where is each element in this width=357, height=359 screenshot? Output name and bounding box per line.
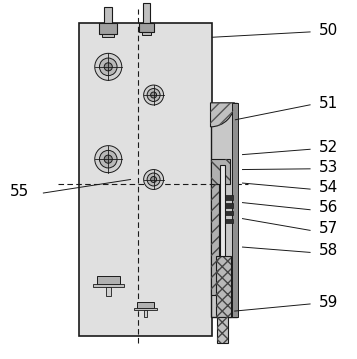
Bar (225, 195, 233, 200)
Wedge shape (211, 103, 235, 127)
Bar (99, 23, 117, 34)
Text: 54: 54 (319, 180, 338, 195)
Bar (144, 310, 147, 317)
Bar (232, 103, 238, 317)
Bar (216, 256, 231, 317)
Bar (211, 103, 237, 317)
Text: 57: 57 (319, 221, 338, 236)
Bar (141, 32, 151, 34)
Bar (142, 4, 150, 23)
Bar (211, 184, 218, 295)
Circle shape (147, 89, 160, 102)
Bar (79, 23, 212, 336)
Circle shape (151, 177, 157, 182)
Text: 52: 52 (319, 140, 338, 155)
Bar (211, 159, 230, 184)
Circle shape (100, 150, 117, 168)
Bar (225, 211, 233, 215)
Circle shape (95, 53, 122, 80)
Bar (137, 302, 155, 308)
Bar (216, 256, 231, 317)
Text: 51: 51 (319, 95, 338, 111)
Circle shape (104, 63, 112, 71)
Bar (104, 7, 112, 23)
Bar (225, 203, 233, 208)
Bar (217, 317, 228, 343)
Text: 56: 56 (319, 200, 338, 215)
Bar (102, 34, 115, 37)
Bar (211, 184, 218, 295)
Bar (106, 287, 111, 297)
Circle shape (100, 58, 117, 76)
Text: 55: 55 (10, 185, 29, 200)
Circle shape (147, 173, 160, 186)
Bar (134, 308, 157, 310)
Bar (93, 284, 124, 287)
Text: 53: 53 (319, 159, 338, 174)
Text: 59: 59 (319, 295, 338, 310)
Circle shape (144, 85, 164, 105)
Text: 58: 58 (319, 243, 338, 258)
Circle shape (104, 155, 112, 163)
Bar (139, 23, 154, 32)
Circle shape (95, 146, 122, 173)
Bar (225, 219, 233, 223)
Text: 50: 50 (319, 23, 338, 38)
Bar (211, 159, 230, 184)
Circle shape (151, 92, 157, 98)
Bar (96, 276, 120, 284)
Bar (220, 165, 225, 256)
Bar (217, 317, 228, 343)
Circle shape (144, 169, 164, 190)
